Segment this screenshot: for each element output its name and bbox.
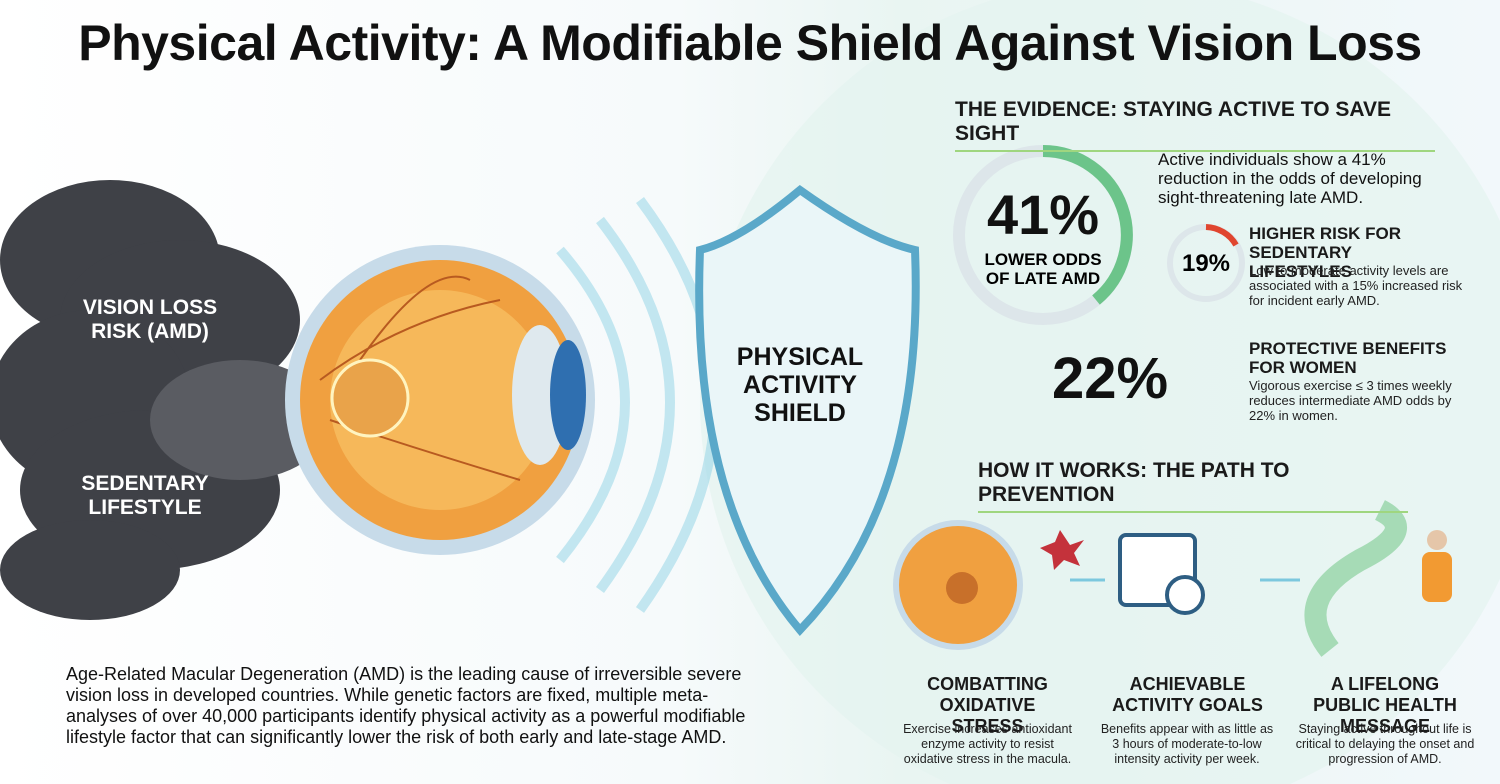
stat-text: Active individuals show a 41% reduction …	[1158, 150, 1422, 207]
step-text: Staying active throughout life is critic…	[1295, 722, 1475, 766]
title: Physical Activity: A Modifiable Shield A…	[78, 15, 1422, 71]
step-text: Benefits appear with as little as 3 hour…	[1100, 722, 1274, 766]
stat: 22%	[1051, 346, 1169, 411]
item-text: Low to moderate activity levels are asso…	[1249, 263, 1463, 308]
shield-label: PHYSICAL ACTIVITY SHIELD	[736, 343, 864, 427]
stat: 41%	[986, 183, 1100, 246]
step-title: A LIFELONG PUBLIC HEALTH MESSAGE	[1313, 674, 1457, 736]
section-heading: HOW IT WORKS: THE PATH TO PREVENTION	[978, 459, 1408, 513]
step-title: COMBATTING OXIDATIVE STRESS	[927, 674, 1048, 736]
cloud-label: SEDENTARY LIFESTYLE	[81, 472, 209, 519]
stat-label: LOWER ODDS OF LATE AMD	[984, 250, 1102, 288]
ring-arc	[1205, 224, 1239, 247]
intro-text: Age-Related Macular Degeneration (AMD) i…	[66, 664, 746, 747]
item-title: HIGHER RISK FOR SEDENTARY LIFESTYLES	[1249, 224, 1402, 281]
step-text: Exercise increases antioxidant enzyme ac…	[903, 722, 1072, 766]
shield	[695, 184, 920, 636]
section-heading: THE EVIDENCE: STAYING ACTIVE TO SAVE SIG…	[955, 98, 1435, 152]
item-text: Vigorous exercise ≤ 3 times weekly reduc…	[1249, 378, 1452, 423]
step-icons	[893, 500, 1452, 657]
step-title: ACHIEVABLE ACTIVITY GOALS	[1112, 674, 1263, 715]
smoke-cloud	[0, 180, 330, 620]
stat: 19%	[1181, 250, 1231, 277]
cloud-label: VISION LOSS RISK (AMD)	[82, 296, 218, 343]
ring-arc	[1042, 145, 1133, 305]
item-title: PROTECTIVE BENEFITS FOR WOMEN	[1249, 339, 1447, 377]
eye	[285, 245, 595, 555]
